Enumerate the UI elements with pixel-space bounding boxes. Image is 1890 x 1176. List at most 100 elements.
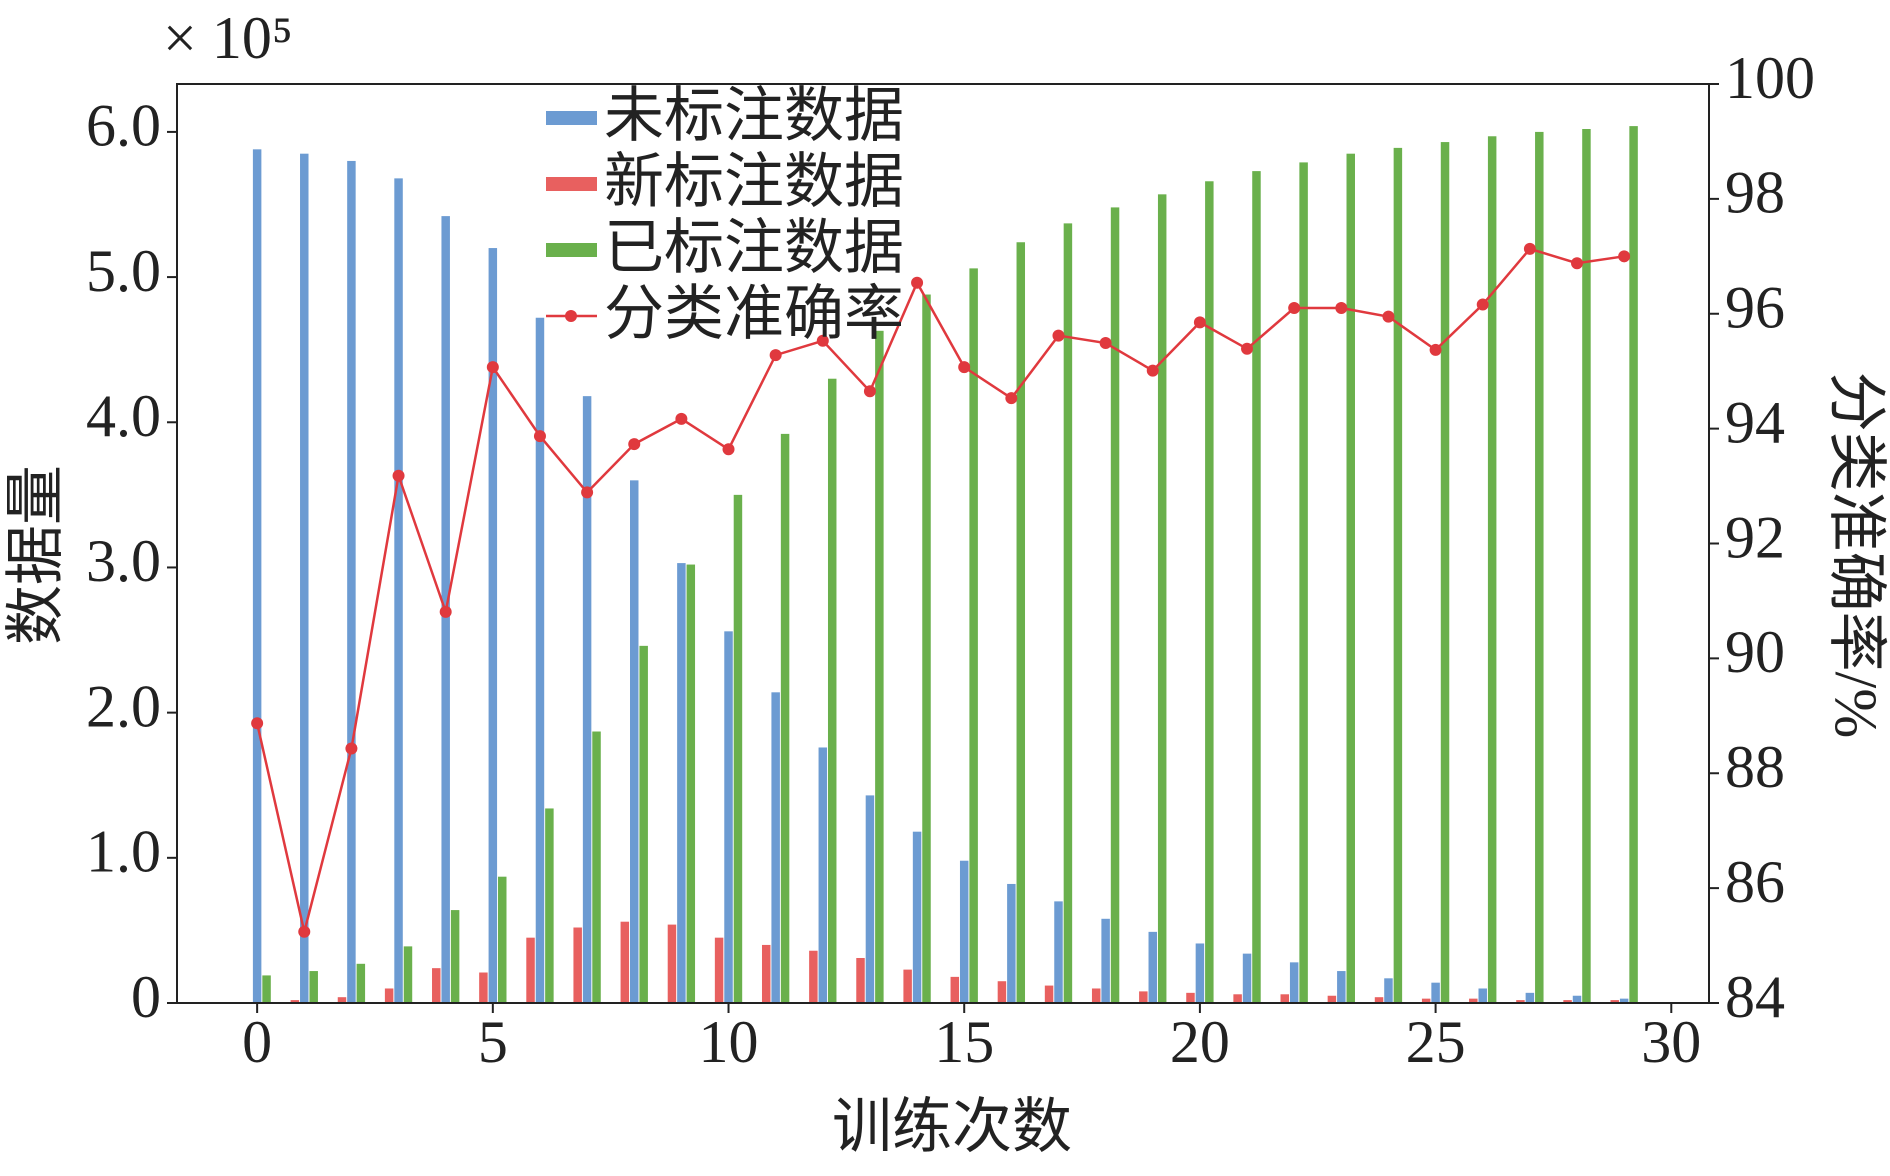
y-tick-label: 0 (131, 964, 161, 1030)
bar (1610, 1000, 1619, 1003)
bar (1346, 153, 1355, 1004)
bar (1205, 181, 1214, 1003)
legend-label: 分类准确率 (604, 281, 904, 347)
bar (262, 975, 271, 1003)
bar (1007, 883, 1016, 1003)
plot-frame (176, 83, 1710, 1004)
bar (309, 971, 318, 1003)
bar (1629, 126, 1638, 1004)
line-marker (675, 412, 688, 425)
y2-tick-label: 84 (1725, 964, 1785, 1030)
bar (903, 969, 912, 1003)
y2-tick-label: 86 (1725, 849, 1785, 915)
line-marker (1571, 257, 1584, 270)
bar (337, 997, 347, 1003)
y2-tick-label: 94 (1725, 389, 1785, 455)
x-tick-label: 10 (699, 1009, 759, 1075)
bar (479, 972, 488, 1003)
y2-tick-label: 92 (1725, 504, 1785, 570)
bar (1054, 901, 1063, 1003)
bar (1393, 147, 1403, 1003)
bar (384, 988, 394, 1003)
bar (450, 910, 460, 1003)
bar (1233, 994, 1242, 1003)
bar (1384, 978, 1393, 1003)
bar (573, 927, 582, 1003)
bar (1374, 997, 1384, 1003)
bar (1440, 142, 1450, 1004)
y-tick-label: 3.0 (86, 528, 161, 594)
legend-handle (546, 243, 597, 257)
bar (356, 963, 366, 1003)
bar (997, 981, 1007, 1003)
bar (639, 645, 648, 1003)
x-tick-label: 15 (934, 1009, 994, 1075)
legend-label: 新标注数据 (604, 149, 904, 215)
bar (856, 957, 865, 1003)
line-marker (1523, 242, 1536, 255)
bar (818, 747, 828, 1003)
bar (865, 795, 875, 1003)
bar (1016, 242, 1026, 1003)
bar (1280, 994, 1289, 1003)
bar (1063, 223, 1073, 1004)
y2-tick-label: 100 (1725, 45, 1815, 111)
bar (875, 330, 884, 1003)
x-tick-label: 30 (1641, 1009, 1701, 1075)
bar (677, 563, 686, 1003)
bar (1619, 998, 1629, 1003)
line-marker (1382, 310, 1395, 323)
line-marker (486, 361, 499, 374)
bar (1091, 988, 1101, 1003)
bar (1525, 992, 1535, 1003)
x-axis-label: 训练次数 (832, 1094, 1072, 1160)
bar (300, 153, 309, 1004)
y-tick-label: 4.0 (86, 383, 161, 449)
bar (620, 921, 630, 1003)
y-axis-label: 数据量 (3, 465, 69, 645)
line-marker (345, 742, 358, 755)
bar (950, 976, 960, 1003)
line-marker (1146, 364, 1159, 377)
line-marker (722, 443, 735, 456)
legend-label: 未标注数据 (604, 83, 904, 149)
line-marker (1288, 302, 1301, 315)
bar (1572, 995, 1582, 1003)
line-marker (251, 717, 264, 730)
bar (488, 248, 498, 1003)
bar (1421, 998, 1431, 1003)
y2-axis-label: 分类准确率/% (1823, 372, 1889, 739)
bar (1299, 162, 1308, 1004)
bar (403, 946, 413, 1003)
bar (1157, 194, 1167, 1003)
line-marker (392, 469, 405, 482)
bar (1469, 998, 1478, 1003)
line-marker (298, 925, 311, 938)
bar (1582, 129, 1591, 1003)
line-marker (958, 361, 971, 374)
y2-tick-label: 90 (1725, 619, 1785, 685)
y-offset-label: × 10⁵ (163, 5, 293, 71)
bar (630, 480, 639, 1004)
bar (526, 937, 535, 1003)
line-marker (439, 605, 452, 618)
legend-marker (565, 310, 577, 322)
bar (1337, 971, 1346, 1003)
bar (1289, 962, 1299, 1003)
bar (1516, 1000, 1525, 1003)
bar (1101, 918, 1110, 1003)
x-tick-label: 20 (1170, 1009, 1230, 1075)
line-marker (1005, 392, 1018, 405)
y-tick-label: 5.0 (86, 238, 161, 304)
bar (1252, 171, 1261, 1003)
line-marker (1429, 343, 1442, 356)
bar (761, 944, 771, 1003)
y2-tick-label: 98 (1725, 160, 1785, 226)
line-marker (816, 334, 829, 347)
y-tick-label: 1.0 (86, 819, 161, 885)
bar (592, 731, 601, 1003)
bar (959, 860, 969, 1003)
line-marker (769, 349, 782, 362)
bar (498, 876, 507, 1003)
